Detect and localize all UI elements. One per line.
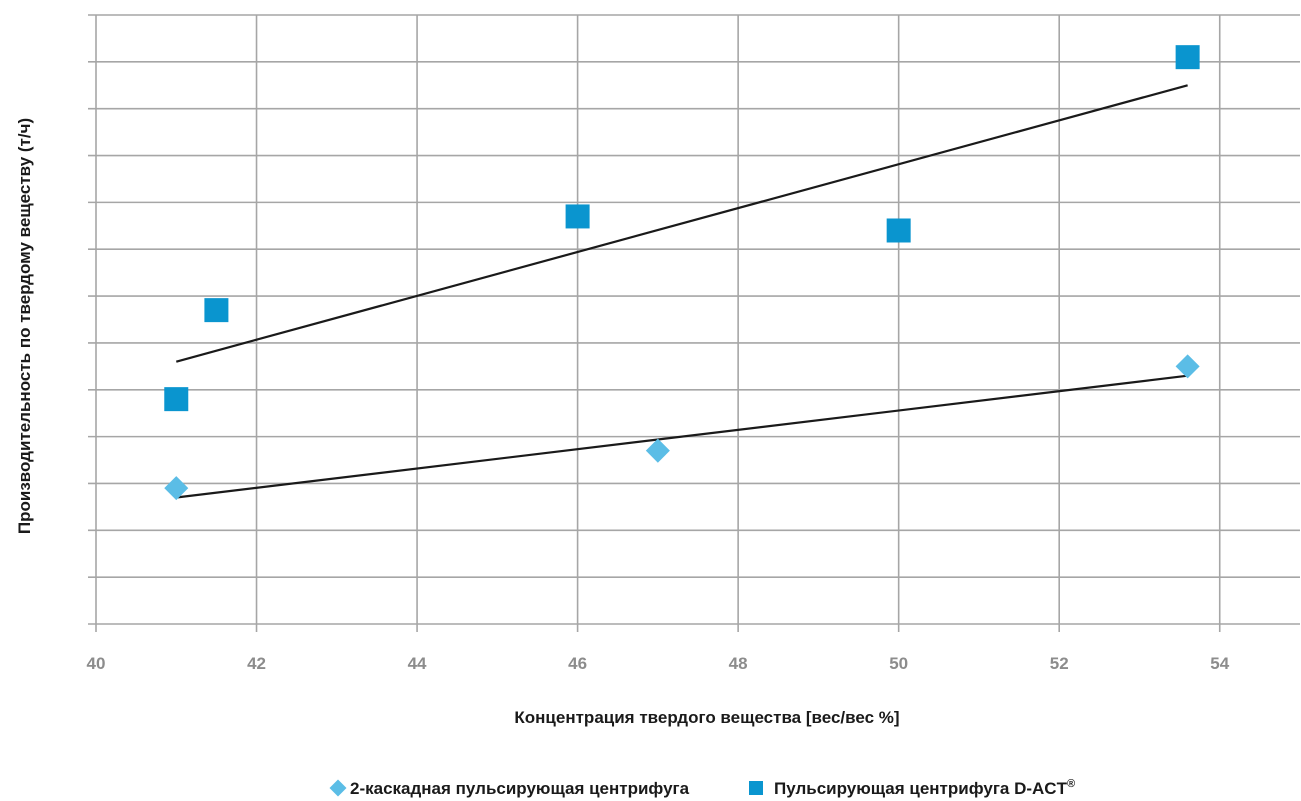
x-tick-label: 46 (568, 654, 587, 673)
x-tick-label: 54 (1210, 654, 1229, 673)
data-point-square (886, 218, 911, 243)
data-point-square (164, 387, 189, 412)
data-point-square (1175, 45, 1200, 70)
trendline-series-1 (176, 374, 1188, 499)
x-tick-label: 44 (408, 654, 427, 673)
legend: 2-каскадная пульсирующая центрифуга Пуль… (329, 778, 1075, 798)
legend-marker-diamond (329, 779, 347, 797)
data-point-diamond (1175, 354, 1200, 379)
grid (88, 14, 1300, 632)
trendlines (175, 84, 1188, 499)
x-tick-label: 42 (247, 654, 266, 673)
x-tick-labels: 40 42 44 46 48 50 52 54 (87, 654, 1230, 673)
axes (88, 15, 1300, 632)
y-axis-title: Производительность по твердому веществу … (15, 118, 34, 534)
legend-label-series-2-text: Пульсирующая центрифуга D-ACT (774, 779, 1068, 798)
x-tick-label: 48 (729, 654, 748, 673)
x-tick-label: 52 (1050, 654, 1069, 673)
x-tick-label: 40 (87, 654, 106, 673)
data-point-square (204, 298, 229, 323)
x-axis-title: Концентрация твердого вещества [вес/вес … (514, 708, 899, 727)
legend-marker-square (749, 781, 763, 795)
data-point-diamond (645, 438, 670, 463)
legend-label-series-2-sup: ® (1067, 778, 1075, 790)
x-tick-label: 50 (889, 654, 908, 673)
legend-label-series-1: 2-каскадная пульсирующая центрифуга (350, 779, 690, 798)
legend-label-series-2: Пульсирующая центрифуга D-ACT® (774, 778, 1075, 798)
data-point-square (565, 204, 590, 229)
data-points (164, 45, 1200, 501)
data-point-diamond (164, 476, 189, 501)
trendline-series-2 (175, 84, 1188, 363)
